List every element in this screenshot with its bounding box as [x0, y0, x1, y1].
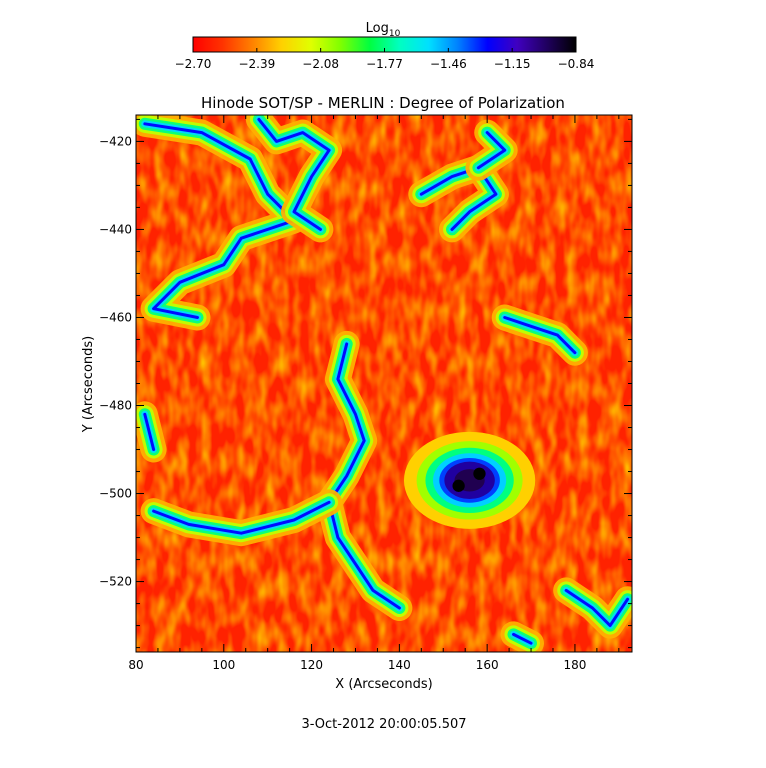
colorbar-ticks: −2.70 −2.39 −2.08 −1.77 −1.46 −1.15 −0.84 [175, 48, 595, 71]
colorbar-tick-label: −1.77 [366, 57, 403, 71]
network-feature [419, 166, 498, 231]
x-axis-label: X (Arcseconds) [335, 677, 432, 692]
sunspot-umbra [452, 479, 465, 492]
colorbar-tick-label: −2.39 [238, 57, 275, 71]
x-tick-label: 140 [388, 658, 411, 672]
colorbar-tick-label: −1.46 [430, 57, 467, 71]
y-tick-label: −460 [99, 310, 132, 324]
chart-title: Hinode SOT/SP - MERLIN : Degree of Polar… [201, 94, 565, 112]
network-feature [152, 500, 331, 535]
sunspot-umbra [473, 467, 486, 480]
x-tick-label: 100 [212, 658, 235, 672]
y-axis-label: Y (Arcseconds) [81, 336, 96, 433]
network-feature [257, 117, 331, 231]
network-feature [564, 588, 630, 628]
x-tick-label: 180 [563, 658, 586, 672]
colorbar-tick-label: −2.08 [302, 57, 339, 71]
network-feature [143, 122, 296, 319]
x-tick-label: 160 [476, 658, 499, 672]
colorbar-tick-label: −2.70 [175, 57, 212, 71]
y-tick-label: −500 [99, 487, 132, 501]
colorbar-tick-label: −1.15 [494, 57, 531, 71]
y-tick-label: −520 [99, 575, 132, 589]
heatmap-texture [136, 115, 632, 652]
x-tick-label: 120 [300, 658, 323, 672]
timestamp: 3-Oct-2012 20:00:05.507 [301, 717, 466, 732]
y-tick-label: −480 [99, 399, 132, 413]
colorbar: Log10 −2.70 −2.39 −2.08 −1.77 −1.46 −1.15 −0.8… [175, 21, 595, 71]
y-axis: −420 −440 −460 −480 −500 −520 [99, 118, 632, 649]
colorbar-label: Log10 [366, 21, 401, 39]
y-tick-label: −420 [99, 134, 132, 148]
x-tick-label: 80 [128, 658, 143, 672]
network-feature [143, 412, 156, 451]
network-feature [476, 131, 507, 170]
plot-area: 80 100 120 140 160 180 −420 −440 −460 −480 −500 −5… [99, 114, 633, 672]
heatmap-features [136, 115, 632, 652]
network-feature [503, 316, 577, 355]
x-axis: 80 100 120 140 160 180 [128, 115, 620, 672]
y-tick-label: −440 [99, 222, 132, 236]
network-feature [327, 342, 401, 610]
colorbar-tick-label: −0.84 [558, 57, 595, 71]
network-feature [512, 632, 533, 645]
